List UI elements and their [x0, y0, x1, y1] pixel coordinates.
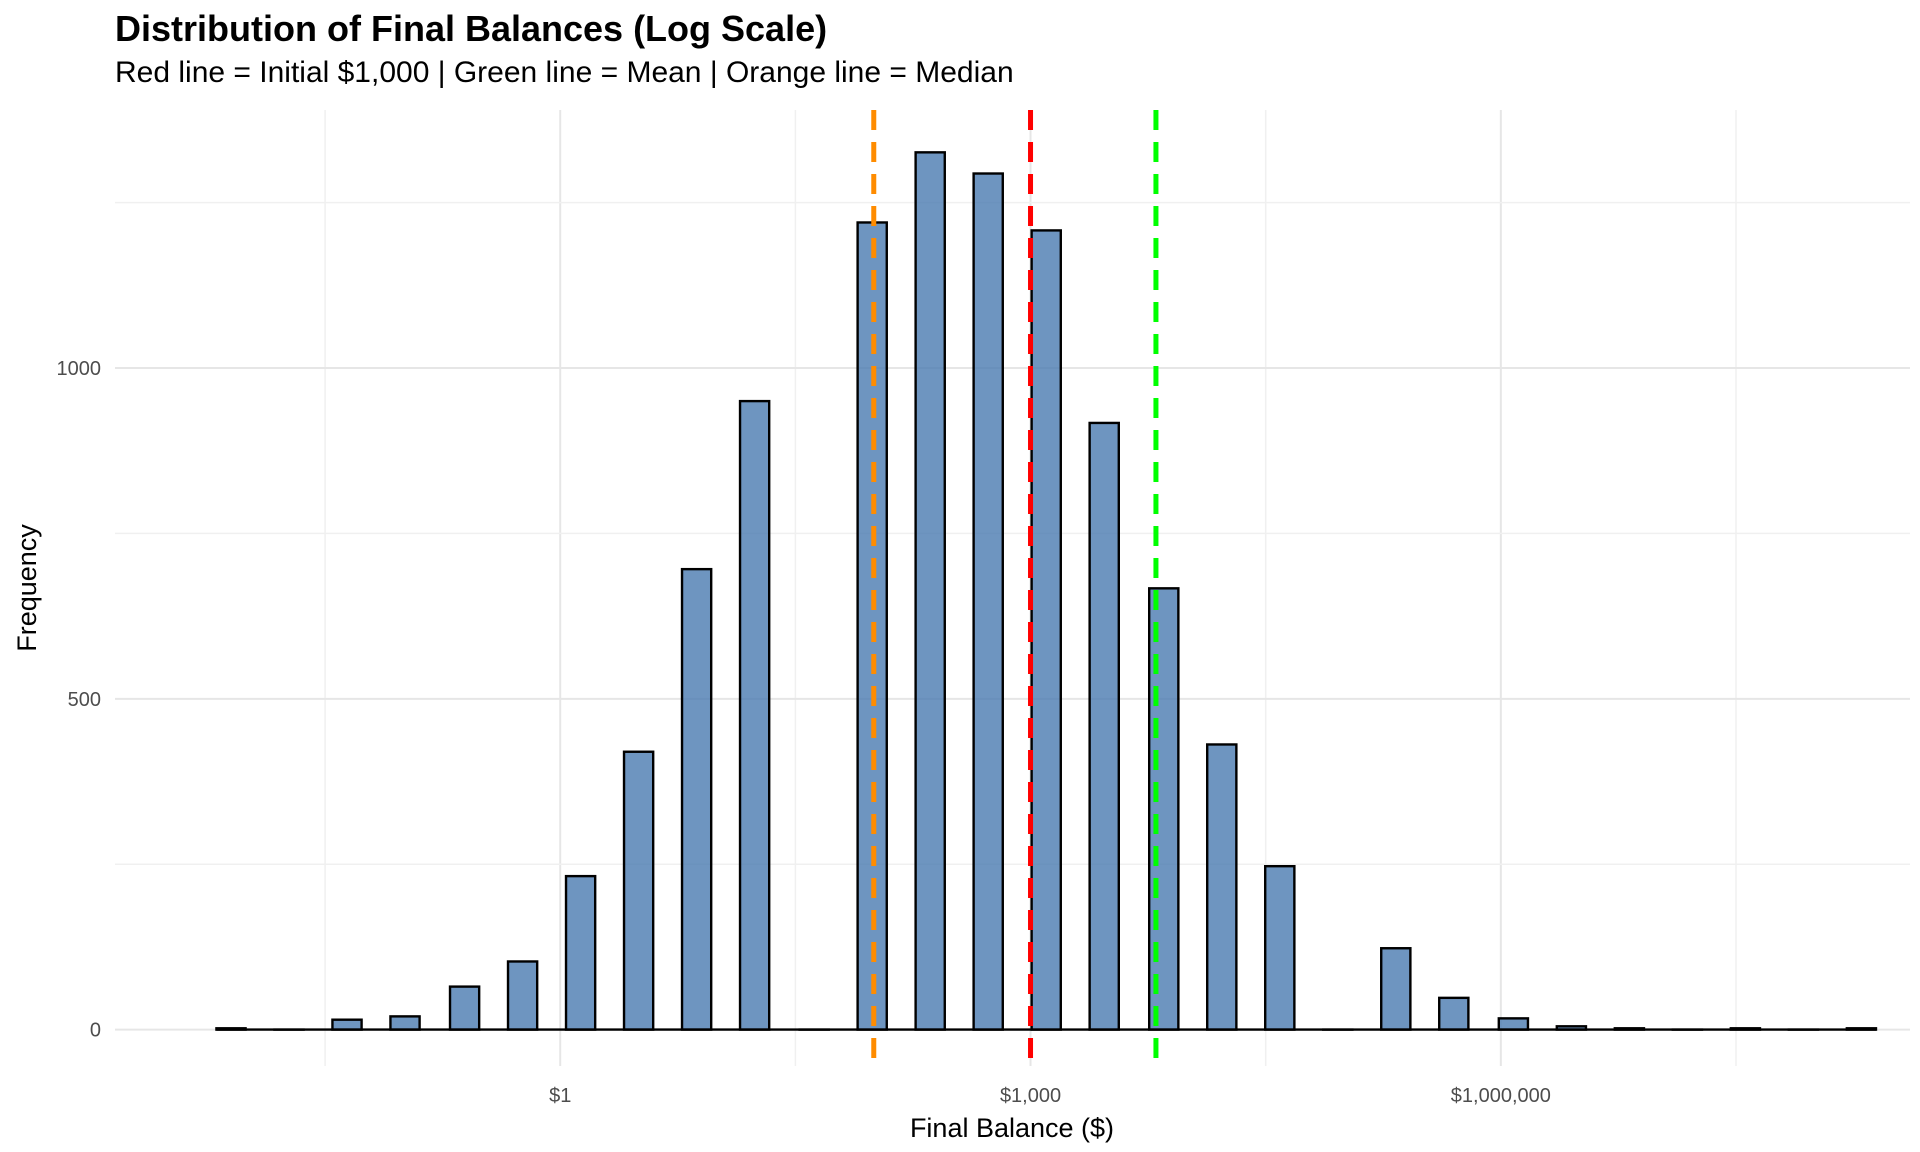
histogram-bar	[1030, 229, 1062, 1031]
x-tick-label: $1,000,000	[1451, 1085, 1551, 1107]
histogram-bar	[1380, 947, 1412, 1031]
x-axis-title: Final Balance ($)	[910, 1113, 1114, 1143]
x-tick-label: $1,000	[1000, 1085, 1061, 1107]
y-tick-label: 1000	[57, 358, 102, 380]
y-tick-label: 0	[90, 1020, 101, 1042]
histogram-bar	[389, 1015, 421, 1031]
chart-title: Distribution of Final Balances (Log Scal…	[115, 8, 828, 49]
histogram-bar	[738, 399, 771, 1031]
histogram-bar	[680, 567, 713, 1031]
histogram-bar	[1264, 864, 1296, 1031]
x-tick-label: $1	[549, 1085, 571, 1107]
y-tick-label: 500	[68, 689, 101, 711]
histogram-bar	[1088, 421, 1120, 1031]
histogram-bar	[1438, 996, 1470, 1031]
histogram-bar	[564, 874, 597, 1031]
bars-layer	[215, 151, 1878, 1031]
histogram-bar	[448, 985, 481, 1031]
histogram-bar	[1497, 1017, 1530, 1031]
tick-labels-layer: $1 $1,000 $1,000,000 0 500 1000	[57, 358, 1551, 1107]
histogram-bar	[972, 172, 1004, 1031]
histogram-bar	[331, 1018, 363, 1031]
histogram-bar	[622, 750, 655, 1031]
chart-subtitle: Red line = Initial $1,000 | Green line =…	[115, 56, 1014, 89]
histogram-bar	[914, 151, 946, 1031]
grid-layer	[115, 110, 1910, 1066]
histogram-bar	[506, 960, 539, 1031]
histogram-bar	[1206, 743, 1238, 1031]
y-axis-title: Frequency	[12, 524, 42, 652]
